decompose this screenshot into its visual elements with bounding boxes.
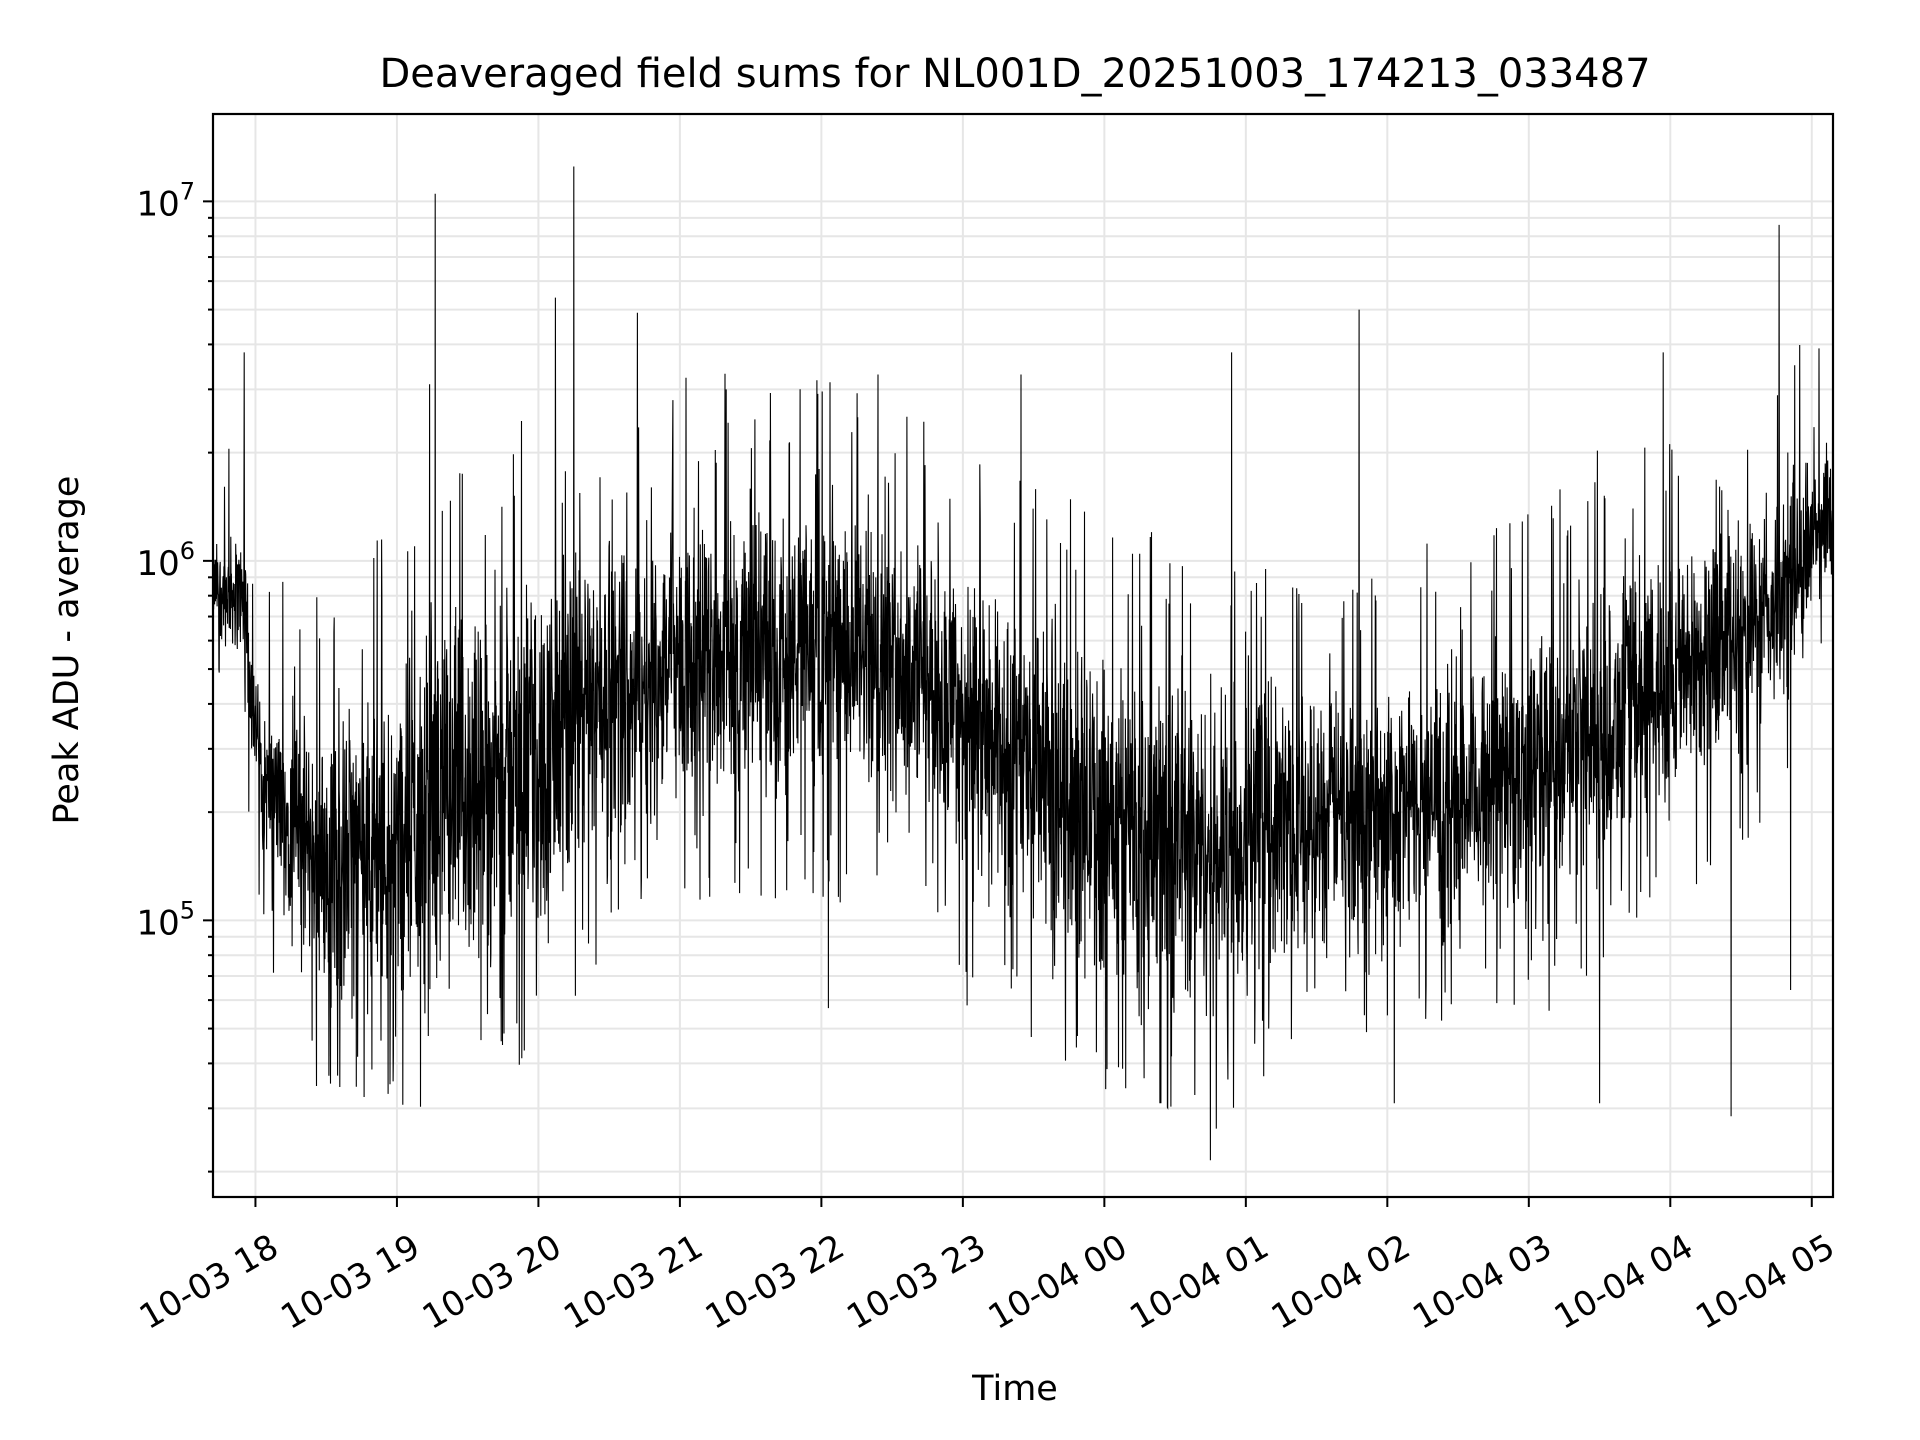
x-tick-label: 10-04 04: [1548, 1227, 1700, 1338]
y-tick-label: 107: [136, 177, 195, 224]
x-tick-label: 10-04 02: [1265, 1227, 1417, 1338]
y-tick-label: 106: [136, 537, 195, 584]
grid-layer: [213, 114, 1833, 1197]
y-tick-base: 10: [136, 903, 179, 943]
series-line-path: [212, 166, 1834, 1161]
plot-frame: [211, 112, 1835, 1199]
chart-title: Deaveraged field sums for NL001D_2025100…: [379, 51, 1650, 97]
x-tick-label: 10-03 21: [557, 1227, 709, 1338]
x-tick-label: 10-03 23: [840, 1227, 992, 1338]
y-tick-exponent: 6: [180, 537, 195, 565]
data-series-line: [212, 166, 1834, 1161]
x-axis-label: Time: [971, 1369, 1058, 1409]
y-tick-base: 10: [136, 544, 179, 584]
x-tick-label: 10-04 01: [1123, 1227, 1275, 1338]
x-tick-label: 10-03 19: [274, 1227, 426, 1338]
y-tick-exponent: 5: [180, 896, 195, 924]
x-tick-label: 10-04 05: [1689, 1227, 1841, 1338]
x-tick-label: 10-04 03: [1406, 1227, 1558, 1338]
x-tick-label: 10-03 22: [699, 1227, 851, 1338]
y-tick-exponent: 7: [180, 177, 195, 205]
y-axis-label: Peak ADU - average: [47, 476, 87, 825]
y-tick-base: 10: [136, 184, 179, 224]
x-tick-label: 10-04 00: [982, 1227, 1134, 1338]
x-tick-label: 10-03 18: [133, 1227, 285, 1338]
x-tick-label: 10-03 20: [416, 1227, 568, 1338]
y-tick-label: 105: [136, 896, 195, 943]
